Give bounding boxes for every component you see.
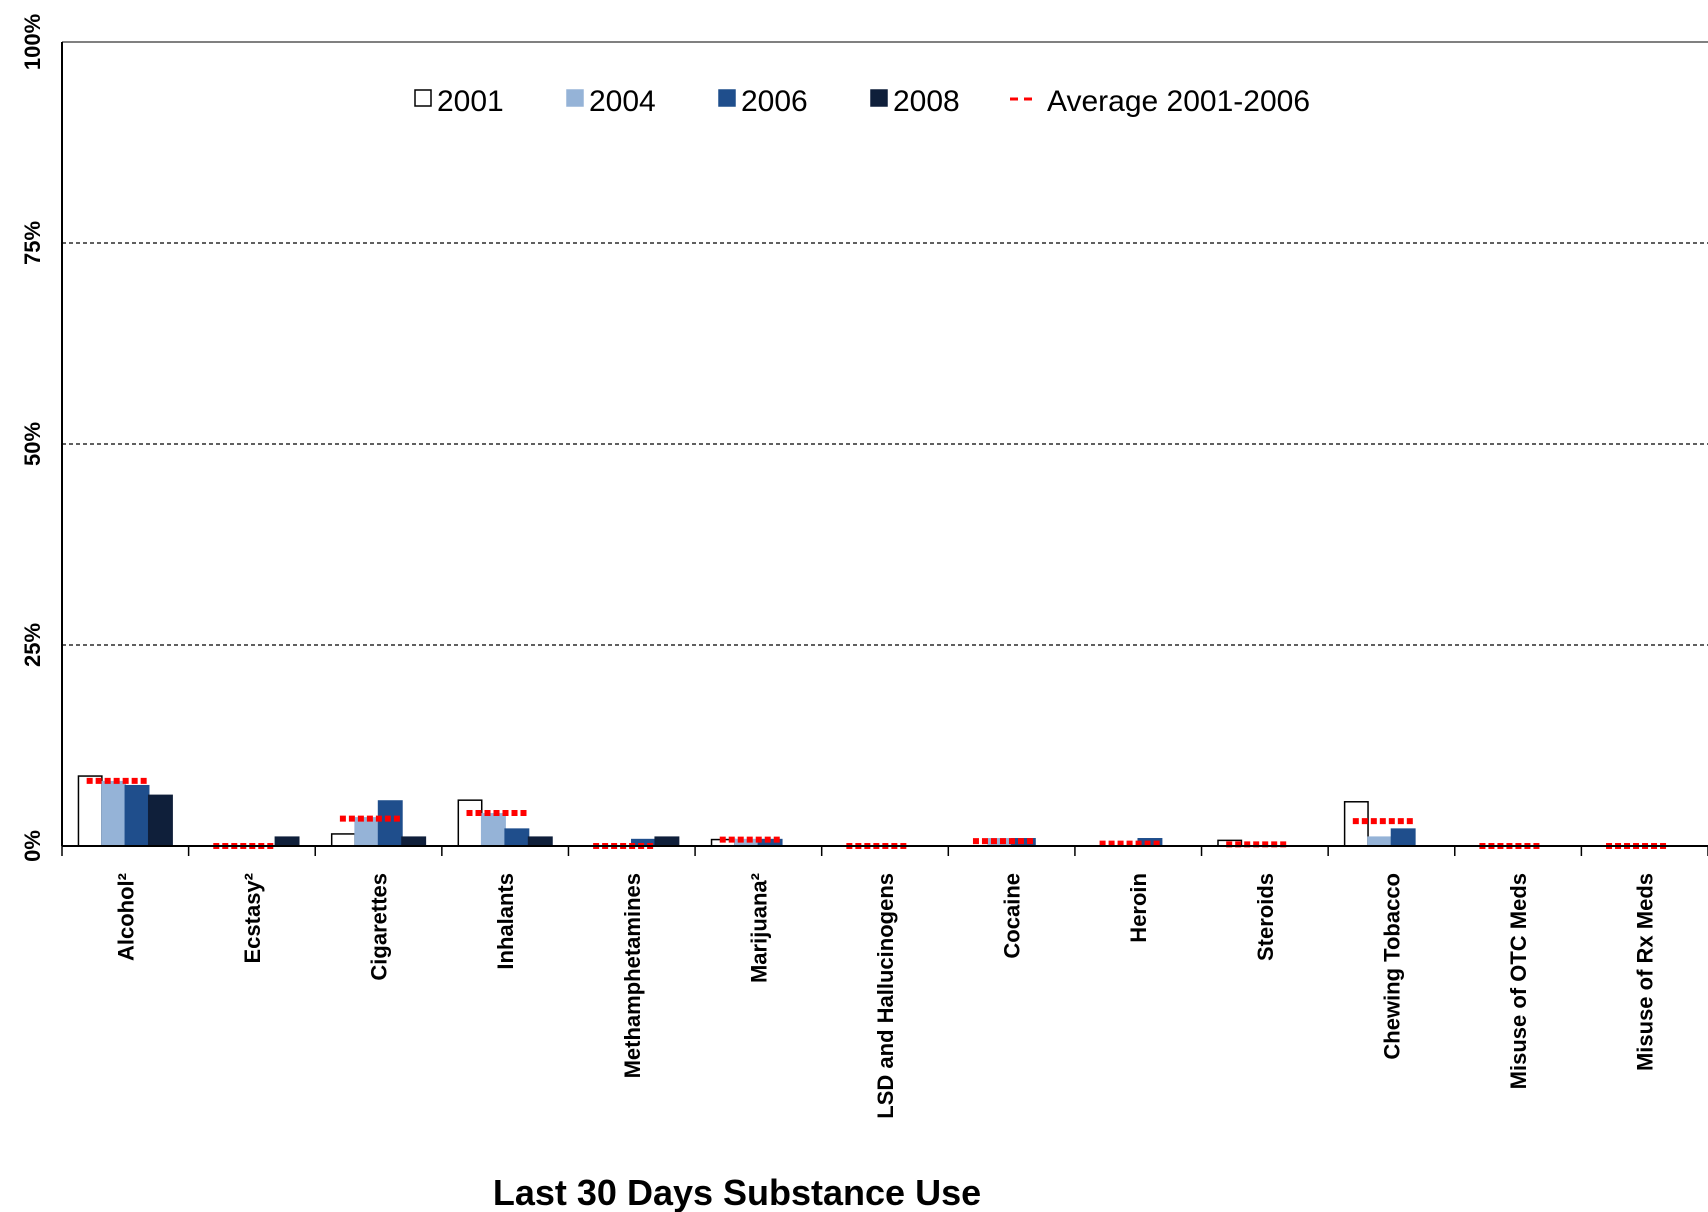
category-label: Misuse of Rx Meds (1633, 873, 1658, 1071)
y-tick-label: 0% (20, 830, 45, 862)
category-labels: Alcohol² Ecstasy² Cigarettes Inhalants Metha… (113, 873, 1657, 1119)
legend-label: 2008 (893, 85, 960, 118)
category-label: Cigarettes (367, 873, 392, 981)
category-label: Inhalants (493, 873, 518, 970)
category-label: Alcohol² (113, 873, 138, 961)
legend-swatch (870, 89, 888, 107)
category-label: Misuse of OTC Meds (1506, 873, 1531, 1089)
category-label: Heroin (1126, 873, 1151, 943)
bar (124, 784, 150, 847)
category-label: Marijuana² (746, 873, 771, 983)
bar (101, 780, 127, 847)
category-label: Ecstasy² (240, 873, 265, 964)
y-tick-label: 100% (20, 14, 45, 70)
category-label: Methamphetamines (620, 873, 645, 1078)
bar (1390, 828, 1416, 847)
y-axis-ticks: 0% 25% 50% 75% 100% (20, 14, 45, 862)
category-label: Steroids (1253, 873, 1278, 961)
legend-label: 2004 (589, 85, 656, 118)
bar (377, 800, 403, 847)
bar (527, 836, 553, 847)
legend-label: 2006 (741, 85, 808, 118)
category-label: Chewing Tobacco (1379, 873, 1404, 1060)
bar (654, 836, 680, 847)
legend-swatch (414, 89, 432, 107)
bar (274, 836, 300, 847)
y-tick-label: 50% (20, 422, 45, 466)
bar (504, 828, 530, 847)
bar (147, 794, 173, 847)
legend-label: Average 2001-2006 (1047, 85, 1310, 118)
legend-swatch (718, 89, 736, 107)
category-label: Cocaine (1000, 873, 1025, 959)
bar (457, 799, 483, 847)
axes (61, 42, 1708, 856)
x-axis-title: Last 30 Days Substance Use (493, 1172, 981, 1212)
gridlines (62, 41, 1708, 646)
bar (354, 817, 380, 847)
legend-swatch (566, 89, 584, 107)
y-tick-label: 25% (20, 623, 45, 667)
legend-label: 2001 (437, 85, 504, 118)
average-markers (86, 777, 1667, 849)
y-tick-label: 75% (20, 221, 45, 265)
bar (401, 836, 427, 847)
category-label: LSD and Hallucinogens (873, 873, 898, 1119)
bar (77, 775, 103, 847)
bar (1367, 836, 1393, 847)
bar (330, 833, 356, 847)
bar (480, 813, 506, 847)
legend: 2001 2004 2006 2008 Average 2001-2006 (414, 85, 1310, 118)
bars (77, 775, 1416, 847)
